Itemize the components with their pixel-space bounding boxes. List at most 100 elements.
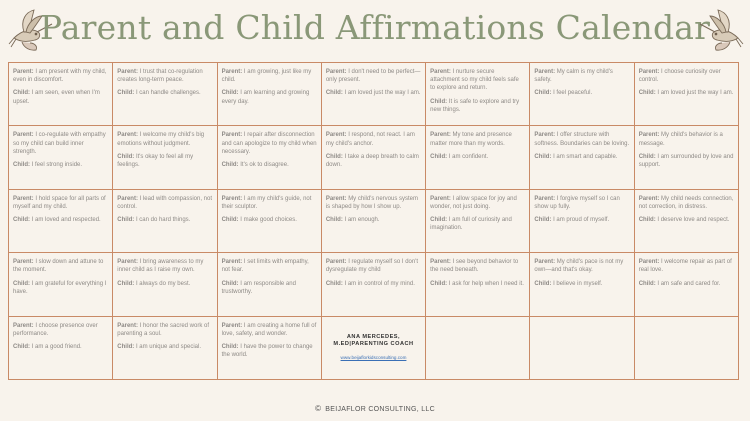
child-label: Child: (638, 217, 656, 224)
parent-affirmation: Parent: I choose curiosity over control. (639, 68, 734, 84)
child-affirmation: Child: I am proud of myself. (534, 216, 629, 224)
parent-affirmation: Parent: I welcome repair as part of real… (639, 258, 734, 274)
child-affirmation: Child: I feel peaceful. (534, 89, 629, 97)
credit-cell: ANA MERCEDES, M.ED|PARENTING COACH www.be… (321, 316, 427, 380)
child-text: I am seen, even when I'm upset. (13, 90, 100, 105)
child-affirmation: Child: I ask for help when I need it. (430, 280, 525, 288)
parent-label: Parent: (325, 195, 347, 202)
parent-label: Parent: (13, 132, 34, 139)
child-label: Child: (430, 98, 448, 105)
calendar-day-cell: Parent: I set limits with empathy, not f… (217, 253, 322, 317)
parent-label: Parent: (534, 195, 556, 202)
calendar-day-cell: Parent: I honor the sacred work of paren… (113, 316, 218, 380)
parent-text: I set limits with empathy, not fear. (221, 259, 309, 274)
child-affirmation: Child: I take a deep breath to calm down… (326, 153, 421, 169)
footer: © BEIJAFLOR CONSULTING, LLC (0, 404, 750, 413)
child-text: I can handle challenges. (135, 90, 201, 97)
parent-text: I choose curiosity over control. (638, 69, 721, 84)
calendar-day-cell: Parent: I am growing, just like my child… (217, 63, 322, 127)
parent-text: I allow space for joy and wonder, not ju… (430, 195, 517, 210)
child-label: Child: (221, 280, 239, 287)
company-name: BEIJAFLOR CONSULTING, LLC (325, 406, 435, 413)
child-affirmation: Child: I am in control of my mind. (326, 280, 421, 288)
calendar-day-cell: Parent: I am present with my child, even… (9, 63, 114, 127)
parent-text: I see beyond behavior to the need beneat… (430, 259, 519, 274)
calendar-day-cell: Parent: My tone and presence matter more… (426, 126, 531, 190)
child-affirmation: Child: I make good choices. (222, 216, 317, 224)
parent-label: Parent: (325, 132, 347, 139)
parent-text: I am growing, just like my child. (221, 69, 312, 84)
child-text: I am surrounded by love and support. (638, 153, 734, 168)
child-text: I am safe and cared for. (657, 280, 721, 287)
child-label: Child: (430, 217, 448, 224)
child-text: I deserve love and respect. (657, 217, 730, 224)
child-text: I am enough. (344, 217, 380, 224)
calendar-day-cell: Parent: My child's behavior is a message… (634, 126, 739, 190)
parent-affirmation: Parent: I forgive myself so I can show u… (534, 195, 629, 211)
child-affirmation: Child: I am learning and growing every d… (222, 89, 317, 105)
parent-label: Parent: (430, 132, 451, 139)
parent-affirmation: Parent: My child's nervous system is sha… (326, 195, 421, 211)
child-text: It is safe to explore and try new things… (430, 98, 520, 113)
child-text: It's okay to feel all my feelings. (117, 153, 194, 168)
parent-label: Parent: (325, 259, 347, 266)
parent-affirmation: Parent: I lead with compassion, not cont… (117, 195, 212, 211)
parent-affirmation: Parent: I respond, not react. I am my ch… (326, 131, 421, 147)
calendar-day-cell: Parent: I regulate myself so I don't dys… (321, 253, 427, 317)
calendar-day-cell: Parent: I slow down and attune to the mo… (9, 253, 114, 317)
parent-affirmation: Parent: I co-regulate with empathy so my… (13, 131, 108, 156)
parent-text: I repair after disconnection and can apo… (221, 132, 317, 155)
child-label: Child: (534, 280, 552, 287)
parent-text: I hold space for all parts of myself and… (13, 195, 106, 210)
parent-affirmation: Parent: I nurture secure attachment so m… (430, 68, 525, 93)
child-text: I am confident. (448, 153, 489, 160)
child-label: Child: (117, 280, 135, 287)
child-affirmation: Child: I am surrounded by love and suppo… (639, 153, 734, 169)
child-affirmation: Child: I am loved and respected. (13, 216, 108, 224)
child-text: I am a good friend. (31, 344, 82, 350)
child-affirmation: Child: I deserve love and respect. (639, 216, 734, 224)
child-label: Child: (430, 153, 448, 160)
parent-label: Parent: (13, 195, 34, 202)
empty-cell (426, 316, 531, 380)
child-affirmation: Child: I always do my best. (117, 280, 212, 288)
website-link[interactable]: www.beijaflorkidsconsulting.com (340, 354, 407, 360)
child-label: Child: (117, 90, 135, 97)
child-text: I believe in myself. (553, 280, 603, 287)
parent-label: Parent: (534, 132, 556, 139)
calendar-day-cell: Parent: I allow space for joy and wonder… (426, 189, 531, 254)
child-text: I take a deep breath to calm down. (325, 153, 419, 168)
parent-affirmation: Parent: I set limits with empathy, not f… (222, 258, 317, 274)
child-text: I am responsible and trustworthy. (221, 280, 296, 295)
parent-affirmation: Parent: I am growing, just like my child… (222, 68, 317, 84)
parent-text: I welcome repair as part of real love. (638, 259, 732, 274)
parent-text: I trust that co-regulation creates long-… (117, 69, 203, 84)
parent-label: Parent: (221, 132, 243, 139)
calendar-day-cell: Parent: I nurture secure attachment so m… (426, 63, 531, 127)
hummingbird-illustration-left (8, 9, 53, 51)
parent-text: I bring awareness to my inner child as I… (117, 259, 204, 274)
child-label: Child: (117, 344, 135, 350)
parent-label: Parent: (325, 69, 347, 75)
calendar-day-cell: Parent: I see beyond behavior to the nee… (426, 253, 531, 317)
child-text: I am learning and growing every day. (221, 90, 310, 105)
child-label: Child: (325, 280, 343, 287)
calendar-day-cell: Parent: I lead with compassion, not cont… (113, 189, 218, 254)
child-label: Child: (534, 153, 552, 160)
parent-affirmation: Parent: I don't need to be perfect—only … (326, 68, 421, 84)
parent-affirmation: Parent: I welcome my child's big emotion… (117, 131, 212, 147)
parent-label: Parent: (534, 69, 556, 75)
parent-label: Parent: (638, 195, 660, 202)
child-label: Child: (13, 162, 30, 168)
child-affirmation: Child: I am grateful for everything I ha… (13, 280, 108, 296)
child-affirmation: Child: It is safe to explore and try new… (430, 98, 525, 114)
empty-cell (634, 316, 739, 380)
parent-affirmation: Parent: My tone and presence matter more… (430, 131, 525, 147)
child-affirmation: Child: I am seen, even when I'm upset. (13, 89, 108, 105)
parent-text: I forgive myself so I can show up fully. (534, 195, 620, 210)
child-label: Child: (325, 217, 343, 224)
parent-label: Parent: (221, 322, 243, 329)
parent-affirmation: Parent: I repair after disconnection and… (222, 131, 317, 156)
child-label: Child: (638, 90, 656, 97)
calendar-day-cell: Parent: I am creating a home full of lov… (217, 316, 322, 380)
